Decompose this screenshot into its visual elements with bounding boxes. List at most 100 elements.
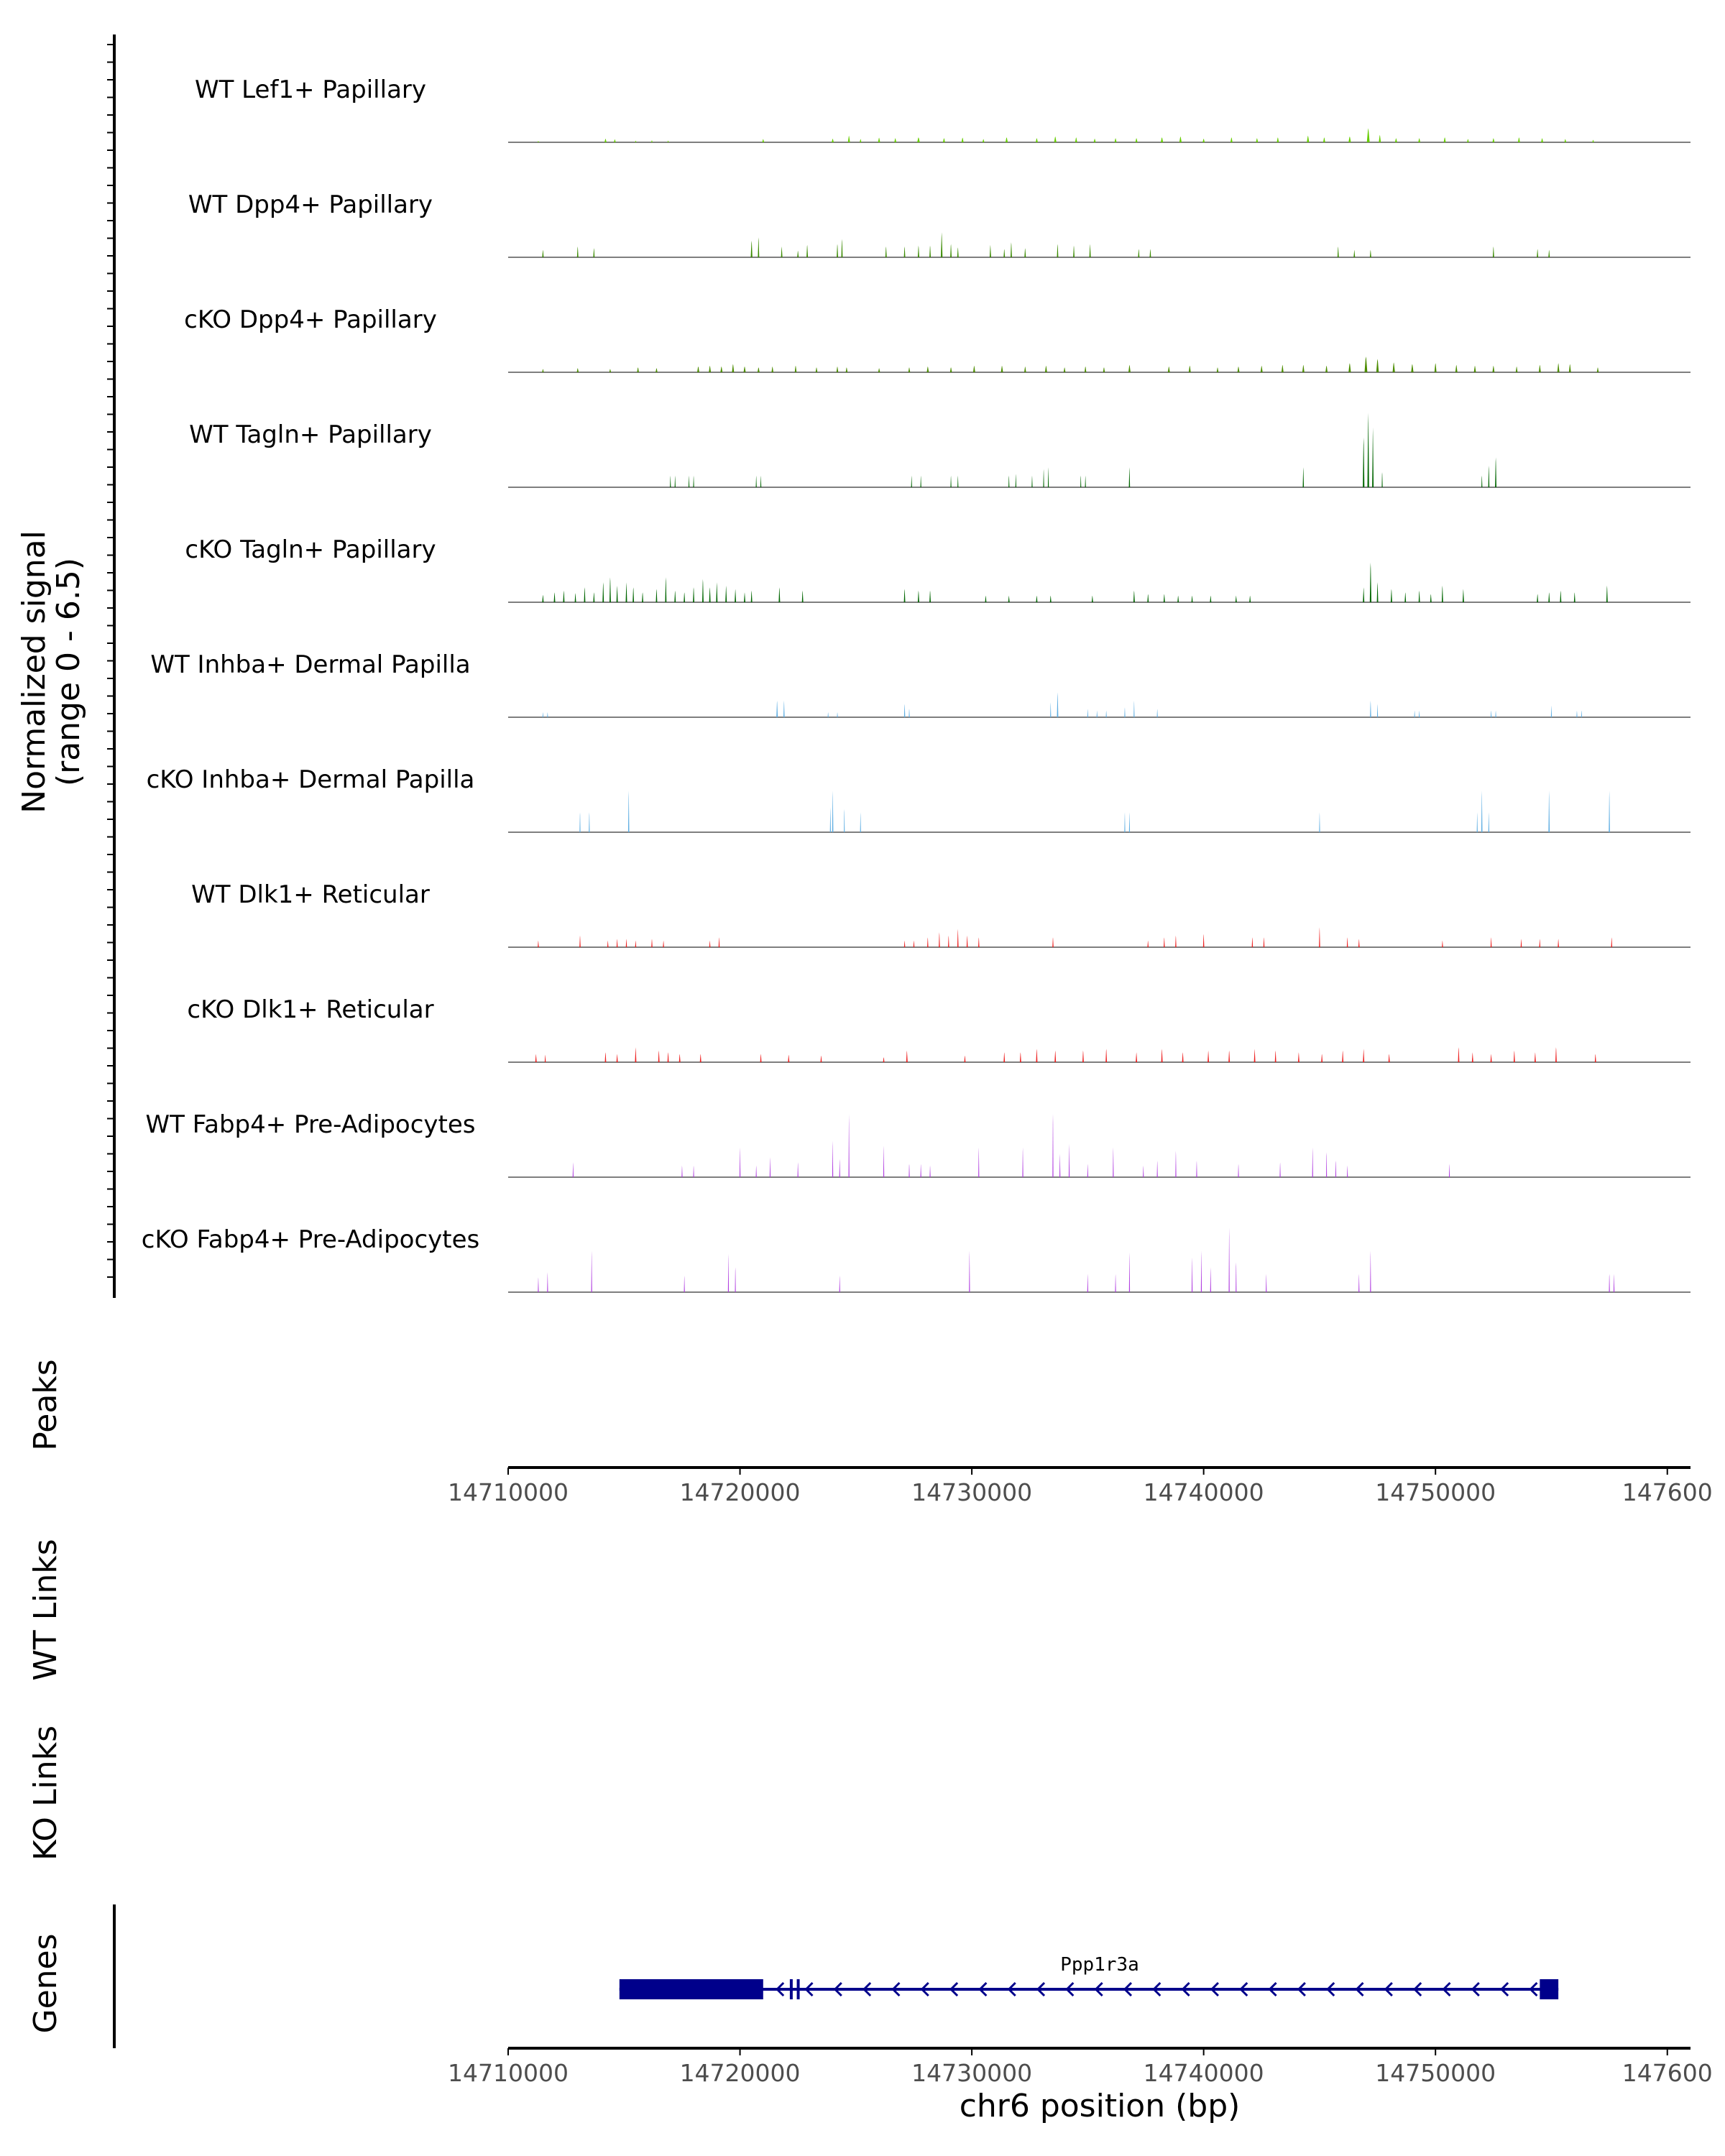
x-tick-label: 14750000 [1375,1478,1496,1506]
signal-peak [1325,365,1328,372]
signal-peak [1376,704,1379,717]
strand-arrow [978,1981,988,1997]
signal-peak [1216,367,1219,372]
signal-peak [837,244,838,257]
signal-peak [1093,138,1096,142]
signal-peak [1347,1165,1348,1177]
signal-peak [917,590,919,602]
signal-peak [610,577,611,602]
strand-arrow [1065,1981,1075,1997]
signal-peak [1156,1160,1158,1177]
strand-arrow [1094,1981,1103,1997]
signal-peak [1442,940,1443,947]
signal-peak [1364,356,1368,372]
strand-arrow [1442,1981,1451,1997]
signal-peak [903,704,906,717]
signal-peak [593,592,595,602]
signal-peak [961,137,964,142]
x-tick-label: 147600 [1622,1478,1713,1506]
signal-peak [1200,1250,1202,1292]
strand-arrow [949,1981,959,1997]
signal-peak [844,808,845,832]
signal-peak [929,590,931,602]
signal-peak [908,367,911,372]
track: WT Lef1+ Papillary [195,75,1690,143]
signal-peak [1143,1165,1144,1177]
signal-peak [1052,1114,1054,1177]
strand-arrow [1413,1981,1422,1997]
signal-peak [1228,1050,1230,1062]
signal-peak [1369,249,1371,257]
signal-peak [1251,937,1254,947]
strand-arrow [776,1981,785,1997]
signal-peak [727,1253,730,1292]
signal-peak [693,475,694,487]
signal-peak [635,140,637,142]
signal-peak [1281,364,1284,372]
strand-arrow [1297,1981,1306,1997]
signal-peak [1411,364,1414,372]
signal-peak [1057,692,1059,717]
signal-peak [885,247,887,257]
signal-peak [1388,1054,1390,1062]
signal-peak [829,807,831,832]
signal-peak [1348,363,1351,372]
signal-peak [1059,1153,1061,1177]
signal-peak [1188,365,1191,372]
signal-peak [758,237,760,257]
signal-peak [903,247,906,257]
signal-peak [1024,248,1026,257]
signal-peak [948,935,949,947]
signal-peak [1019,1052,1021,1062]
signal-peak [1434,363,1437,372]
signal-peak [732,364,735,372]
track: cKO Fabp4+ Pre-Adipocytes [142,1225,1690,1293]
track-label: WT Inhba+ Dermal Papilla [150,650,470,679]
signal-peak [1274,1050,1276,1062]
track-label: WT Tagln+ Papillary [189,420,432,449]
signal-peak [1075,137,1077,142]
signal-peak [1550,705,1552,717]
signal-peak [720,366,723,372]
signal-peak [750,590,753,602]
signal-peak [1036,138,1038,142]
signal-peak [1105,1049,1108,1062]
signal-peak [1419,710,1420,717]
signal-peak [1548,791,1550,832]
signal-peak [627,791,630,832]
signal-peak [1133,700,1135,717]
signal-peak [1471,1052,1473,1062]
signal-peak [684,592,686,602]
signal-peak [681,1165,683,1177]
signal-peak [667,1052,669,1062]
signal-peak [1358,1273,1360,1292]
signal-peak [553,592,556,602]
signal-peak [750,240,753,257]
signal-peak [1492,247,1494,257]
signal-peak [1539,939,1541,947]
signal-peak [656,368,658,372]
signal-peak [939,932,940,947]
signal-peak [1249,595,1251,602]
signal-peak [1517,137,1520,142]
signal-peak [637,367,639,372]
signal-peak [950,244,952,257]
x-tick-label: 14710000 [448,1478,569,1506]
x-axis-label: chr6 position (bp) [960,2088,1241,2124]
signal-peak [579,812,581,832]
signal-peak [847,135,850,142]
y-axis-label-line: Normalized signal [16,530,52,814]
signal-peak [1363,1049,1365,1062]
strand-arrow [1268,1981,1277,1997]
signal-peak [1538,364,1541,372]
signal-peak [693,1165,694,1177]
signal-peak [1441,585,1443,602]
signal-peak [616,585,618,602]
signal-peak [1022,1147,1024,1177]
signal-peak [1138,249,1140,257]
signal-peak [1394,138,1397,142]
genes-x-ticks: 14710000 14720000 14730000 14740000 14750000… [448,2048,1713,2087]
track: WT Tagln+ Papillary [189,413,1690,488]
signal-peak [982,139,985,142]
signal-peak [1191,595,1193,602]
